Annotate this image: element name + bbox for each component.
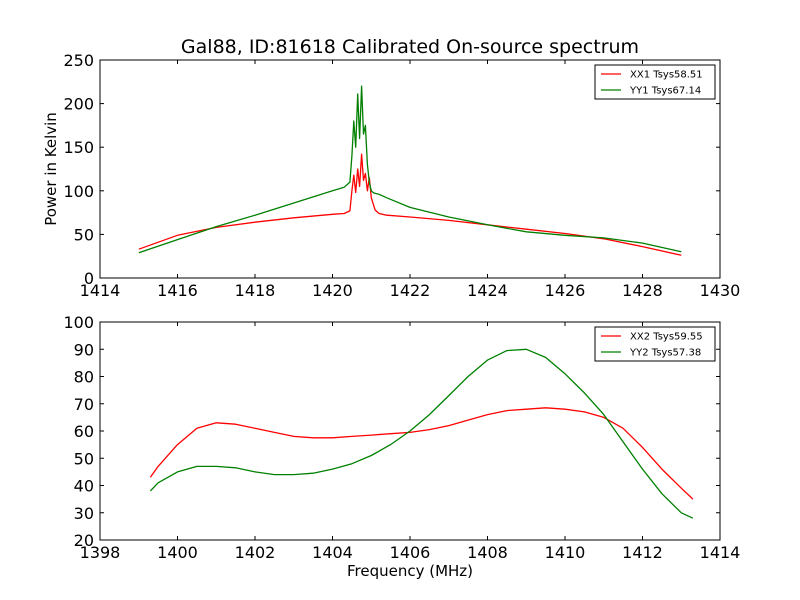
bottom-plot: Frequency (MHz) 1398 1400 1402 1404 1406 1408… <box>63 313 740 580</box>
legend-label-xx2: XX2 Tsys59.55 <box>630 332 703 343</box>
series-line-yy1 <box>138 85 682 254</box>
x-tick-label: 1414 <box>700 543 741 562</box>
x-tick-label: 1412 <box>622 543 663 562</box>
y-tick-label: 70 <box>74 395 94 414</box>
y-tick-label: 40 <box>74 477 94 496</box>
top-plot-ticks: 1414 1416 1418 1420 1422 1424 1426 1428 1430 0 50 1… <box>63 51 740 300</box>
y-tick-label: 20 <box>74 531 94 550</box>
x-tick-label: 1430 <box>700 281 741 300</box>
x-axis-label: Frequency (MHz) <box>347 562 473 580</box>
y-tick-label: 200 <box>63 95 94 114</box>
x-tick-label: 1426 <box>545 281 586 300</box>
chart-title: Gal88, ID:81618 Calibrated On-source spe… <box>181 36 639 58</box>
series-line-yy2 <box>149 348 694 519</box>
y-tick-label: 80 <box>74 368 94 387</box>
legend-box <box>594 64 716 100</box>
x-tick-label: 1414 <box>80 281 121 300</box>
x-tick-label: 1404 <box>312 543 353 562</box>
y-tick-label: 150 <box>63 138 94 157</box>
legend: XX2 Tsys59.55 YY2 Tsys57.38 <box>594 326 716 362</box>
x-tick-label: 1398 <box>80 543 121 562</box>
x-tick-label: 1424 <box>467 281 508 300</box>
legend: XX1 Tsys58.51 YY1 Tsys67.14 <box>594 64 716 100</box>
y-tick-label: 0 <box>84 269 94 288</box>
bottom-plot-lines <box>149 348 694 519</box>
legend-label-yy2: YY2 Tsys57.38 <box>629 348 701 359</box>
x-tick-label: 1402 <box>235 543 276 562</box>
x-tick-label: 1416 <box>157 281 198 300</box>
y-tick-label: 50 <box>74 225 94 244</box>
y-tick-label: 60 <box>74 422 94 441</box>
bottom-plot-frame <box>99 321 721 541</box>
top-plot: Gal88, ID:81618 Calibrated On-source spe… <box>42 36 740 300</box>
legend-label-xx1: XX1 Tsys58.51 <box>630 70 703 81</box>
x-tick-label: 1400 <box>157 543 198 562</box>
top-plot-lines <box>138 85 682 256</box>
y-tick-label: 30 <box>74 504 94 523</box>
y-tick-label: 90 <box>74 340 94 359</box>
x-tick-label: 1410 <box>545 543 586 562</box>
x-tick-label: 1422 <box>390 281 431 300</box>
y-tick-label: 100 <box>63 313 94 332</box>
y-axis-label: Power in Kelvin <box>42 112 60 226</box>
x-tick-label: 1428 <box>622 281 663 300</box>
x-tick-label: 1420 <box>312 281 353 300</box>
x-tick-label: 1408 <box>467 543 508 562</box>
top-plot-frame <box>99 59 721 279</box>
legend-box <box>594 326 716 362</box>
x-tick-label: 1418 <box>235 281 276 300</box>
y-tick-label: 250 <box>63 51 94 70</box>
legend-label-yy1: YY1 Tsys67.14 <box>629 86 701 97</box>
y-tick-label: 50 <box>74 449 94 468</box>
x-tick-label: 1406 <box>390 543 431 562</box>
y-tick-label: 100 <box>63 182 94 201</box>
